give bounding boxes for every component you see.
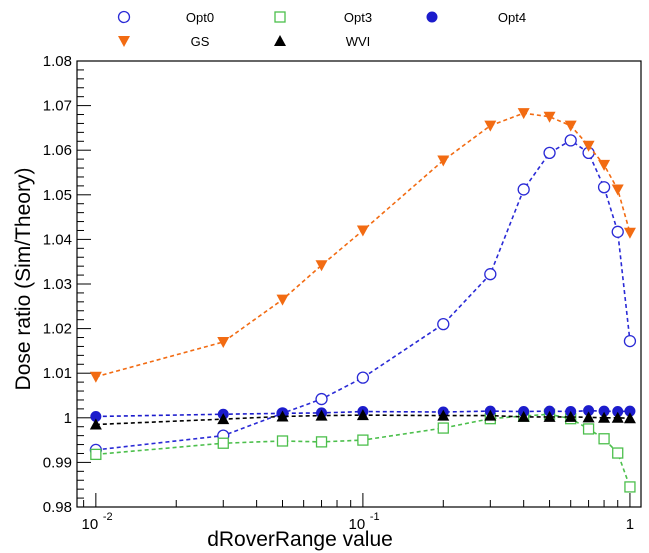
data-point-opt3: [217, 437, 229, 449]
data-point-gs: [484, 120, 497, 132]
y-tick-label: 1.01: [43, 365, 72, 382]
legend-label-opt4: Opt4: [498, 10, 526, 25]
data-point-opt0: [315, 392, 328, 406]
data-point-opt0: [543, 146, 556, 160]
legend-marker-opt3: [274, 11, 286, 23]
data-point-wvi: [484, 409, 497, 421]
legend-label-gs: GS: [191, 34, 210, 49]
data-point-gs: [217, 336, 230, 348]
data-point-gs: [582, 140, 595, 152]
y-axis-label: Dose ratio (Sim/Theory): [12, 168, 35, 391]
data-point-gs: [517, 108, 530, 120]
legend: Opt0 Opt3 Opt4 GS WVI: [117, 10, 526, 49]
data-point-wvi: [217, 413, 230, 425]
legend-marker-wvi: [274, 35, 286, 46]
data-point-opt3: [90, 448, 102, 461]
legend-label-opt3: Opt3: [344, 10, 372, 25]
axis-ticks: 0.98 0.99 1 1.01 1.02 1.03 1.04 1.05 1.06 1.07 1.0…: [43, 53, 634, 533]
series-layer: [89, 108, 637, 493]
legend-marker-opt0: [117, 10, 131, 24]
data-point-wvi: [611, 411, 624, 423]
y-tick-label: 1.02: [43, 321, 72, 338]
data-point-opt0: [437, 317, 450, 331]
series-wvi: [89, 409, 636, 430]
series-gs: [89, 108, 636, 383]
y-tick-label: 0.99: [43, 454, 72, 471]
data-point-opt3: [598, 433, 610, 445]
data-point-gs: [276, 294, 289, 306]
x-tick-exponent: -2: [103, 511, 113, 523]
data-point-opt3: [612, 447, 624, 459]
data-point-opt0: [611, 225, 624, 238]
y-tick-label: 1.07: [43, 98, 72, 115]
data-point-wvi: [582, 411, 595, 423]
data-point-opt3: [357, 434, 369, 446]
series-line-gs: [95, 112, 631, 378]
x-tick-label: 10: [82, 516, 99, 533]
data-point-gs: [543, 111, 556, 123]
y-tick-label: 1.05: [43, 187, 72, 204]
y-tick-label: 1: [64, 410, 72, 427]
data-point-wvi: [437, 409, 450, 421]
data-point-wvi: [276, 410, 289, 422]
series-line-opt3: [95, 413, 631, 488]
y-tick-label: 0.98: [43, 499, 72, 516]
y-tick-label: 1.06: [43, 142, 72, 159]
data-point-opt3: [582, 423, 595, 435]
data-point-opt3: [276, 435, 289, 447]
x-tick-exponent: -1: [370, 511, 380, 523]
data-point-wvi: [543, 410, 556, 422]
data-point-opt0: [597, 181, 611, 194]
data-point-opt3: [437, 422, 449, 434]
data-point-wvi: [598, 411, 611, 423]
data-point-wvi: [89, 418, 102, 430]
x-tick-label: 1: [626, 516, 634, 533]
data-point-wvi: [623, 412, 636, 424]
data-point-opt0: [356, 371, 370, 384]
x-tick-label: 10: [349, 516, 366, 533]
data-point-gs: [611, 184, 624, 196]
data-point-wvi: [517, 410, 530, 422]
data-point-gs: [623, 227, 636, 239]
data-point-gs: [598, 159, 611, 171]
data-point-gs: [564, 120, 577, 132]
data-point-gs: [315, 260, 328, 272]
data-point-opt0: [517, 183, 530, 196]
legend-label-wvi: WVI: [346, 34, 371, 49]
data-point-opt0: [484, 268, 497, 281]
data-point-wvi: [564, 410, 577, 422]
legend-label-opt0: Opt0: [186, 10, 214, 25]
data-point-wvi: [315, 409, 328, 421]
y-tick-label: 1.03: [43, 276, 72, 293]
x-axis-label: dRoverRange value: [207, 528, 393, 551]
data-point-opt3: [624, 481, 636, 493]
data-point-gs: [89, 371, 102, 383]
y-tick-label: 1.08: [43, 53, 72, 70]
data-point-opt0: [623, 334, 637, 348]
series-line-opt0: [95, 139, 631, 451]
y-tick-label: 1.04: [43, 231, 72, 248]
data-point-wvi: [356, 409, 369, 421]
data-point-gs: [356, 225, 369, 237]
data-point-opt3: [315, 436, 328, 448]
legend-marker-opt4: [426, 11, 438, 23]
data-point-opt0: [564, 134, 577, 147]
legend-marker-gs: [118, 36, 130, 47]
data-point-gs: [437, 155, 450, 167]
